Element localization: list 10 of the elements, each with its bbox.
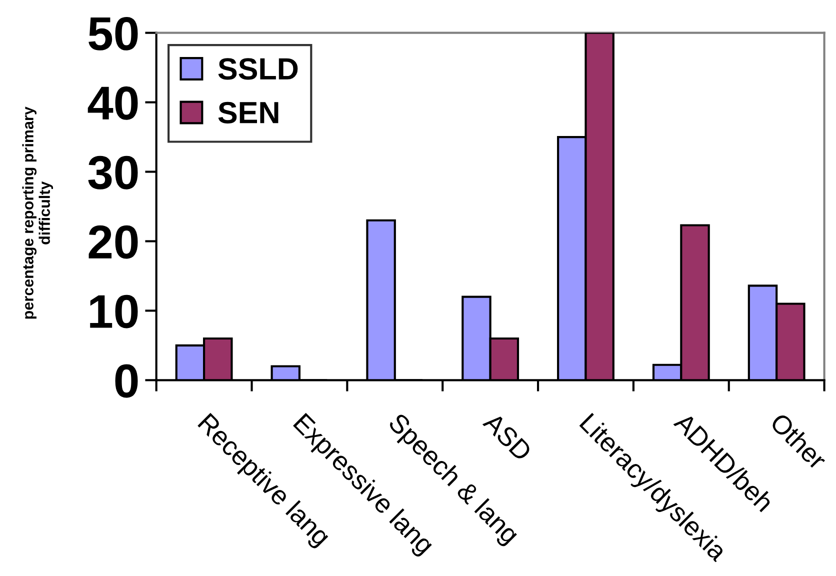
y-tick-label: 30	[88, 156, 138, 190]
y-tick-label: 0	[115, 364, 138, 398]
y-tick-label: 10	[90, 294, 138, 328]
y-axis-title: percentage reporting primary difficulty	[22, 106, 53, 319]
x-tick-label: ASD	[482, 411, 533, 462]
legend-label: SSLD	[218, 58, 298, 80]
y-tick-label: 20	[88, 225, 138, 259]
y-tick-label: 40	[88, 86, 138, 120]
y-tick-label: 50	[88, 16, 138, 50]
legend-label: SEN	[218, 102, 278, 124]
